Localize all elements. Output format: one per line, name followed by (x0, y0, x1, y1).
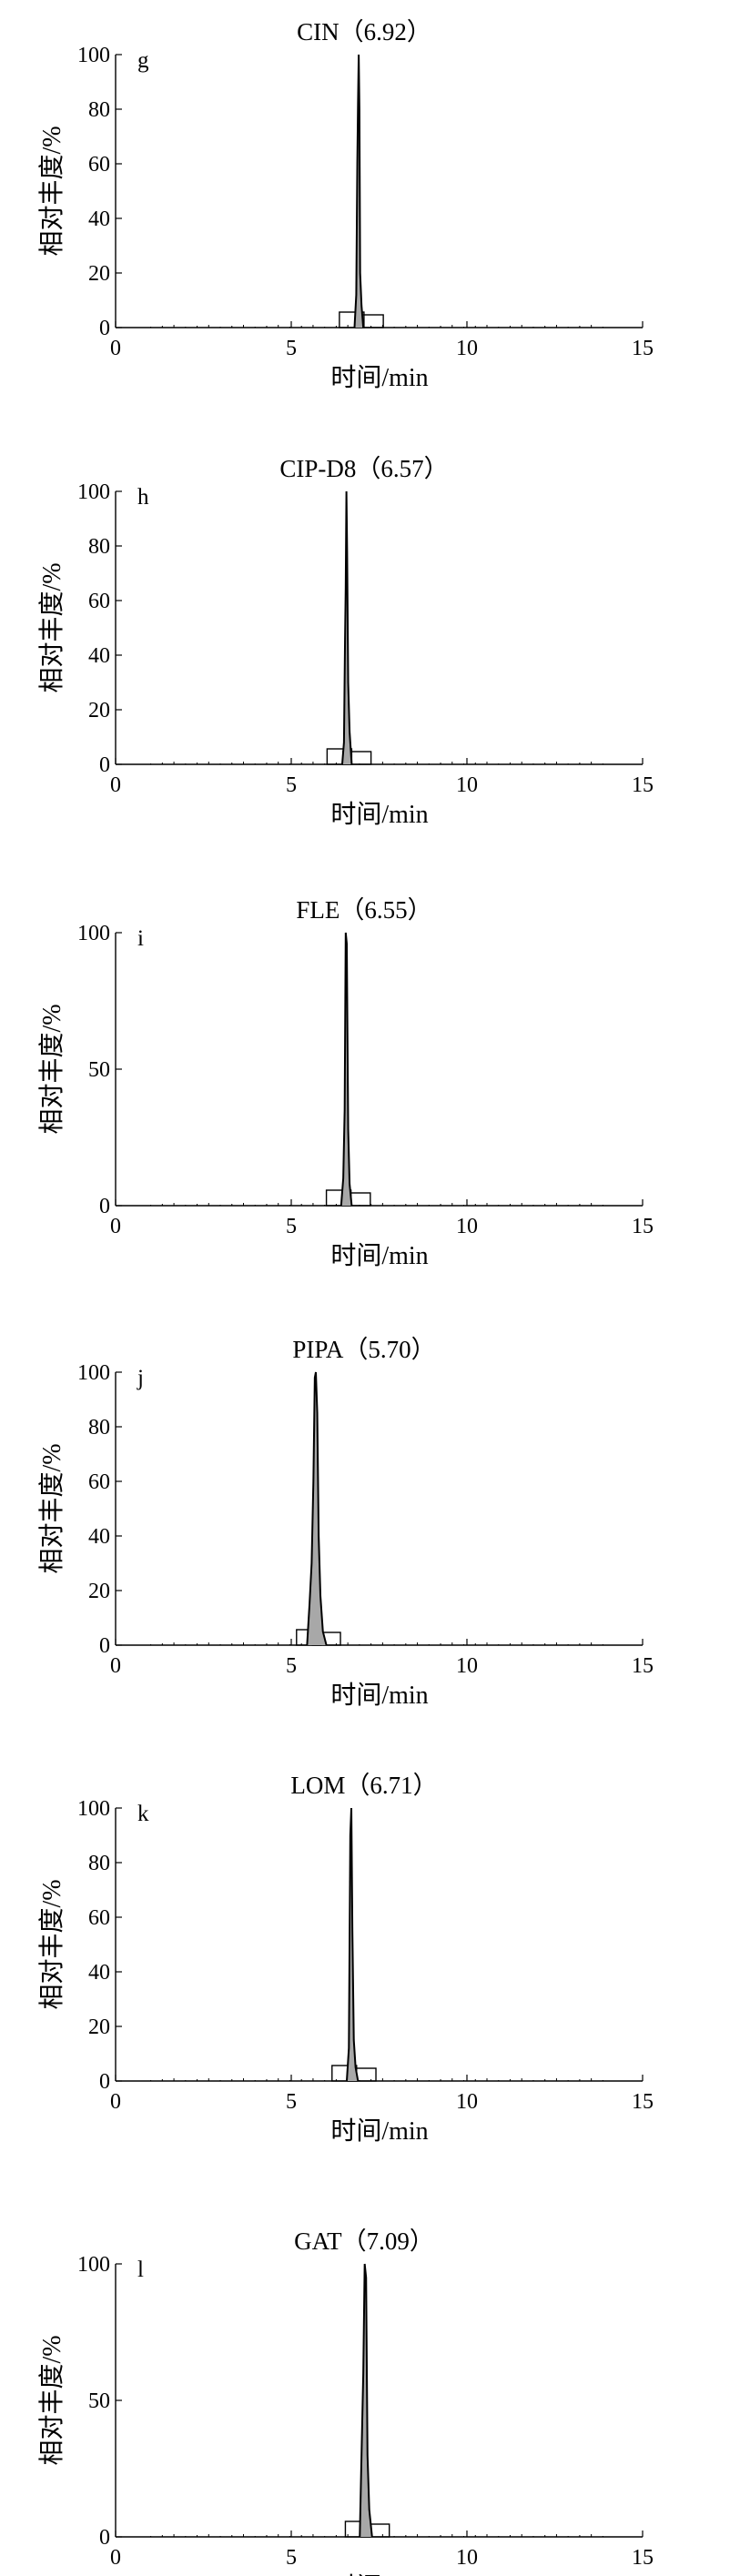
x-tick-label: 0 (110, 2546, 121, 2570)
panel-letter: h (137, 485, 149, 510)
y-tick-label: 40 (88, 207, 110, 231)
panel-title: CIP-D8（6.57） (279, 455, 448, 482)
x-tick-label: 0 (110, 337, 121, 360)
y-tick-label: 40 (88, 1525, 110, 1549)
x-tick-label: 10 (456, 1654, 478, 1678)
x-tick-label: 0 (110, 773, 121, 797)
chromatogram-panel-k: 0 20 40 60 80 100 0 5 10 15 k LOM（6.71） 时间/min 相对丰度/% (37, 1772, 654, 2146)
y-tick-label: 0 (99, 2070, 110, 2094)
y-tick-label: 100 (77, 44, 110, 67)
integration-box (339, 311, 365, 328)
x-axis-label: 时间/min (330, 2116, 428, 2146)
x-tick-label: 10 (456, 2090, 478, 2114)
x-tick-label: 15 (632, 337, 654, 360)
y-tick-label: 60 (88, 1906, 110, 1930)
panel-title: FLE（6.55） (296, 896, 431, 924)
y-tick-label: 80 (88, 535, 110, 559)
x-tick-label: 5 (286, 2546, 297, 2570)
peak-area (307, 1372, 327, 1645)
y-axis-label: 相对丰度/% (37, 562, 66, 692)
y-tick-label: 40 (88, 1961, 110, 1985)
x-tick-label: 5 (286, 337, 297, 360)
peak-line (306, 1371, 328, 1646)
peak-line (340, 932, 353, 1207)
y-axis-label: 相对丰度/% (37, 126, 66, 256)
y-tick-label: 20 (88, 699, 110, 722)
chromatogram-panel-g: 0 20 40 60 80 100 0 5 10 15 g CIN（6.92） 时间/min 相对丰度/% (37, 18, 654, 392)
x-tick-label: 10 (456, 2546, 478, 2570)
y-tick-label: 0 (99, 1195, 110, 1218)
x-axis-label: 时间/min (330, 363, 428, 392)
chromatogram-panel-h: 0 20 40 60 80 100 0 5 10 15 h CIP-D8（6.57） 时间/min 相对丰… (37, 455, 654, 829)
y-tick-label: 60 (88, 1470, 110, 1494)
y-axis-label: 相对丰度/% (37, 1004, 66, 1134)
y-tick-label: 20 (88, 1580, 110, 1603)
peak-line (353, 54, 365, 328)
panel-title: GAT（7.09） (294, 2227, 434, 2255)
peak-line (359, 2263, 373, 2538)
y-tick-label: 20 (88, 262, 110, 286)
x-tick-label: 15 (632, 773, 654, 797)
panel-letter: g (137, 48, 149, 73)
x-tick-label: 15 (632, 1215, 654, 1238)
x-tick-label: 10 (456, 1215, 478, 1238)
y-tick-label: 0 (99, 1634, 110, 1658)
y-tick-label: 100 (77, 1797, 110, 1821)
y-tick-label: 100 (77, 480, 110, 504)
panel-letter: l (137, 2258, 144, 2282)
y-axis-label: 相对丰度/% (37, 1443, 66, 1573)
y-tick-label: 80 (88, 98, 110, 122)
x-tick-label: 0 (110, 1654, 121, 1678)
x-tick-label: 10 (456, 773, 478, 797)
x-axis-label: 时间/min (330, 800, 428, 829)
panel-title: LOM（6.71） (290, 1772, 437, 1799)
peak-area (360, 2264, 372, 2537)
chromatogram-panel-i: 0 50 100 0 5 10 15 i FLE（6.55） 时间/min 相对丰度/% (37, 896, 654, 1270)
y-axis-label: 相对丰度/% (37, 2335, 66, 2465)
y-tick-label: 100 (77, 1361, 110, 1385)
panel-title: CIN（6.92） (297, 18, 431, 45)
panel-title: PIPA（5.70） (292, 1336, 435, 1363)
y-tick-label: 20 (88, 2015, 110, 2039)
y-tick-label: 0 (99, 2526, 110, 2550)
x-tick-label: 5 (286, 1215, 297, 1238)
x-tick-label: 5 (286, 773, 297, 797)
y-tick-label: 50 (88, 2389, 110, 2413)
x-tick-label: 0 (110, 1215, 121, 1238)
panel-letter: k (137, 1802, 149, 1826)
y-tick-label: 0 (99, 317, 110, 340)
peak-line (340, 490, 353, 765)
x-tick-label: 15 (632, 1654, 654, 1678)
peak-area (340, 933, 352, 1206)
y-tick-label: 40 (88, 644, 110, 668)
x-axis-label: 时间/min (330, 2572, 428, 2576)
y-tick-label: 60 (88, 590, 110, 613)
panel-letter: i (137, 926, 144, 951)
y-tick-label: 100 (77, 922, 110, 945)
x-tick-label: 0 (110, 2090, 121, 2114)
peak-line (345, 1807, 360, 2082)
x-tick-label: 5 (286, 1654, 297, 1678)
y-tick-label: 0 (99, 753, 110, 777)
x-axis-label: 时间/min (330, 1241, 428, 1270)
y-tick-label: 80 (88, 1416, 110, 1440)
chromatogram-panel-j: 0 20 40 60 80 100 0 5 10 15 j PIPA（5.70） 时间/min 相对丰度/… (37, 1336, 654, 1710)
x-tick-label: 10 (456, 337, 478, 360)
y-tick-label: 60 (88, 153, 110, 177)
x-tick-label: 15 (632, 2090, 654, 2114)
y-tick-label: 50 (88, 1058, 110, 1082)
x-tick-label: 15 (632, 2546, 654, 2570)
y-tick-label: 100 (77, 2253, 110, 2277)
y-axis-label: 相对丰度/% (37, 1879, 66, 2009)
x-tick-label: 5 (286, 2090, 297, 2114)
chromatogram-panel-l: 0 50 100 0 5 10 15 l GAT（7.09） 时间/min 相对丰度/% (37, 2227, 654, 2576)
x-axis-label: 时间/min (330, 1681, 428, 1710)
y-tick-label: 80 (88, 1852, 110, 1875)
panel-letter: j (137, 1366, 144, 1390)
